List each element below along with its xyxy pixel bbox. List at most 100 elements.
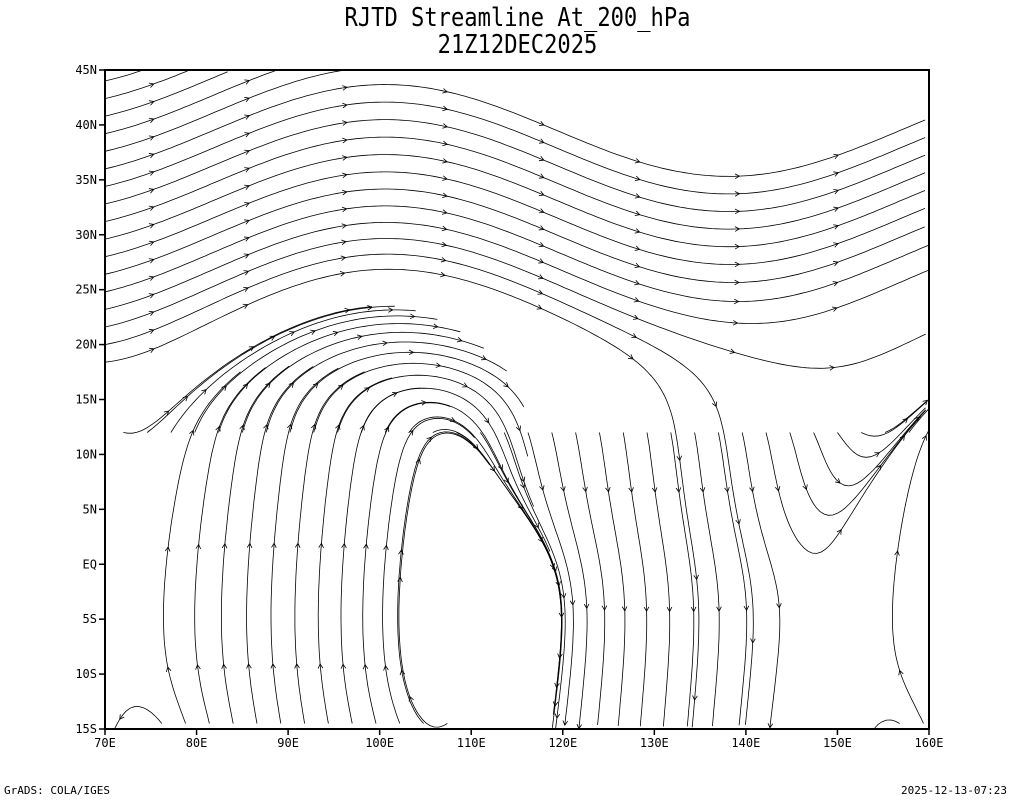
streamline [891,430,929,724]
streamline [408,416,563,645]
streamline [837,407,926,458]
streamline-arrow [554,682,560,689]
streamline-arrow [831,306,838,312]
streamline [670,432,695,727]
streamline-arrow [732,320,739,326]
streamline-arrow [734,226,741,232]
streamline-arrow [148,328,155,335]
streamlines [104,70,929,730]
streamline [104,253,754,725]
streamline-arrow [627,354,634,360]
streamline-arrow [634,245,641,251]
streamline-arrow [621,606,628,612]
streamline-arrow [536,304,543,310]
streamline-arrow [554,713,561,719]
streamline [123,306,373,434]
streamline [718,432,748,726]
streamline-arrow [692,695,698,701]
streamline [340,387,421,724]
streamline-arrow [743,605,750,612]
streamline-arrow [362,663,369,670]
streamline [622,432,648,727]
streamline-arrow [242,383,249,389]
streamline-arrow [569,600,576,606]
y-tick-label: 15N [75,393,97,407]
y-tick-label: 10S [75,667,97,681]
streamline [551,432,588,729]
streamline [313,362,529,457]
streamline-arrow [364,387,371,393]
streamline-arrow [435,362,442,368]
streamline-arrow [538,156,545,162]
streamline [575,432,606,726]
streamline-arrow [833,189,840,195]
streamline-arrow [148,117,155,124]
y-tick-label: 20N [75,338,97,352]
streamline-arrow [195,664,201,670]
streamline-arrow [833,206,840,212]
streamline [104,188,925,283]
streamline-arrow [829,365,835,371]
streamline-arrow [520,482,526,489]
streamline-arrow [148,100,155,106]
streamline-arrow [383,665,389,671]
streamline-arrow [341,239,347,246]
streamline [104,238,926,369]
streamline-arrow [836,529,842,535]
streamline-arrow [537,274,544,280]
streamline-arrow [519,476,526,483]
streamline-arrow [776,603,782,609]
streamline [384,401,562,599]
streamline-arrow [440,257,447,263]
streamline [104,268,700,728]
streamline-arrow [421,400,427,406]
streamline-arrow [922,399,929,406]
plot-frame [104,69,930,730]
streamline-arrow [244,114,251,120]
streamline-arrow [340,255,347,261]
streamline-arrow [148,275,155,281]
streamline-arrow [339,271,346,277]
streamline-arrow [289,331,295,337]
streamline-arrow [341,206,348,213]
y-tick-label: 40N [75,118,97,132]
streamline-arrow [538,258,545,264]
streamline-arrow [384,426,390,433]
streamline-arrow [833,242,839,248]
streamline-arrow [342,85,348,91]
streamline-arrow [242,303,249,309]
streamline-arrow [163,410,170,416]
streamline-arrow [628,487,634,493]
streamline-arrow [560,486,566,492]
streamline-arrow [342,155,348,161]
streamline [317,377,393,724]
streamline-arrow [833,224,840,230]
streamline-arrow [244,219,250,225]
streamline [527,432,574,726]
streamline-arrow [631,333,638,339]
streamline-arrow [221,542,228,549]
streamline [104,101,926,195]
streamline-arrow [269,335,276,341]
streamline-arrow [244,184,250,190]
streamline-arrow [441,225,448,232]
streamline-arrow [165,666,172,672]
y-tick-label: 30N [75,228,97,242]
streamline [170,309,416,433]
streamline-arrow [734,191,741,197]
y-tick-label: 5N [83,502,97,516]
streamline-arrow [148,205,155,211]
streamline-arrow [699,487,706,493]
streamline [104,136,926,230]
streamline-arrow [749,486,755,493]
streamline-arrow [874,452,881,458]
streamline-arrow [432,323,439,329]
streamline-arrow [555,581,561,587]
streamline-arrow [195,543,202,550]
streamline-arrow [244,97,251,103]
streamline-arrow [408,349,415,356]
streamline-arrow [244,79,251,85]
streamline-arrow [462,382,468,388]
streamline [908,409,929,433]
streamline-arrow [503,477,509,484]
